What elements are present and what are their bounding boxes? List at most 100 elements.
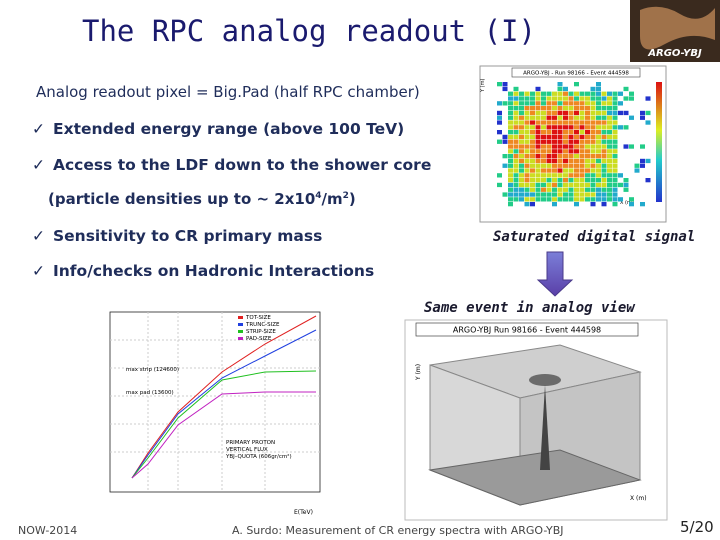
heatmap-cell (497, 82, 502, 87)
heatmap-cell (535, 106, 541, 111)
heatmap-cell (519, 115, 524, 120)
heatmap-cell (524, 139, 530, 144)
heatmap-cell (612, 130, 618, 135)
heatmap-cell (535, 178, 541, 183)
heatmap-cell (579, 168, 585, 173)
heatmap-cell (557, 168, 563, 173)
heatmap-cell (535, 101, 541, 106)
heatmap-cell (557, 115, 563, 120)
heatmap-cell (513, 173, 519, 178)
heatmap-cell (557, 125, 563, 130)
heatmap-cell (535, 173, 541, 178)
heatmap-cell (607, 91, 612, 96)
heatmap-cell (524, 202, 530, 207)
heatmap-cell (612, 115, 618, 120)
heatmap-cell (590, 168, 596, 173)
heatmap-cell (552, 106, 557, 111)
heatmap-cell (607, 96, 612, 101)
size-plot (90, 303, 325, 518)
heatmap-cell (607, 192, 612, 197)
heatmap-cell (574, 154, 579, 159)
text: /m (321, 190, 343, 208)
heatmap-cell (596, 168, 601, 173)
heatmap-cell (524, 154, 530, 159)
heatmap-cell (552, 110, 557, 116)
heatmap-cell (612, 139, 618, 144)
heatmap-cell (557, 110, 563, 116)
heatmap-cell (568, 168, 574, 173)
heatmap-cell (579, 96, 585, 101)
heatmap-cell (546, 120, 552, 125)
heatmap-cell (590, 202, 596, 207)
heatmap-cell (508, 163, 513, 168)
heatmap-cell (508, 120, 513, 125)
text: ) (348, 190, 356, 208)
heatmap-cell (634, 163, 640, 168)
heatmap-cell (552, 96, 557, 101)
heatmap-cell (585, 101, 590, 106)
heatmap-cell (519, 149, 524, 154)
legend-swatch (238, 323, 243, 326)
heatmap-cell (541, 96, 546, 101)
heatmap-cell (590, 134, 596, 140)
logo-art (640, 6, 715, 50)
heatmap-cell (552, 192, 557, 197)
heatmap-cell (557, 197, 563, 202)
heatmap-cell (513, 101, 519, 106)
heatmap-cell (524, 91, 530, 96)
heatmap-cell (596, 197, 601, 202)
heatmap-cell (601, 91, 607, 96)
heatmap-cell (568, 178, 574, 183)
heatmap-cell (612, 154, 618, 159)
heatmap-cell (568, 149, 574, 154)
heatmap-cell (541, 91, 546, 96)
heatmap-cell (530, 154, 535, 159)
heatmap-cell (585, 106, 590, 111)
heatmap-cell (519, 154, 524, 159)
heatmap-cell (530, 139, 535, 144)
heatmap-cell (535, 91, 541, 96)
heatmap-cell (552, 144, 557, 149)
bullet-text: Access to the LDF down to the shower cor… (53, 156, 432, 174)
plot-header-box (415, 322, 639, 337)
heatmap-cell (590, 182, 596, 188)
heatmap-cell (590, 91, 596, 96)
heatmap-cell (612, 101, 618, 106)
heatmap-cell (590, 144, 596, 149)
heatmap-cell (596, 134, 601, 140)
heatmap-cell (607, 134, 612, 140)
heatmap-cell (535, 149, 541, 154)
heatmap-cell (618, 173, 623, 178)
heatmap-cell (596, 173, 601, 178)
heatmap-cell (552, 149, 557, 154)
heatmap-cell (519, 101, 524, 106)
legend-entry: TRUNC-SIZE (245, 322, 280, 328)
heatmap-cell (524, 168, 530, 173)
heatmap-cell (508, 91, 513, 96)
heatmap-cell (530, 144, 535, 149)
heatmap-cell (574, 115, 579, 120)
heatmap-cell (618, 91, 623, 96)
heatmap-cell (585, 149, 590, 154)
heatmap-cell (568, 173, 574, 178)
heatmap-cell (563, 86, 568, 92)
heatmap-cell (585, 178, 590, 183)
heatmap-cell (623, 187, 629, 192)
heatmap-cell (502, 82, 508, 87)
heatmap-cell (590, 149, 596, 154)
caption: Saturated digital signal (493, 229, 696, 245)
heatmap-cell (601, 130, 607, 135)
heatmap-cell (601, 120, 607, 125)
heatmap-cell (607, 182, 612, 188)
heatmap-cell (574, 192, 579, 197)
heatmap-cell (513, 168, 519, 173)
heatmap-cell (590, 139, 596, 144)
heatmap-cell (508, 182, 513, 188)
heatmap-cell (546, 134, 552, 140)
heatmap-cell (519, 187, 524, 192)
heatmap-cell (601, 144, 607, 149)
legend-entry: TOT-SIZE (245, 315, 271, 321)
heatmap-cell (519, 120, 524, 125)
heatmap-cell (519, 91, 524, 96)
heatmap-cell (640, 115, 645, 120)
